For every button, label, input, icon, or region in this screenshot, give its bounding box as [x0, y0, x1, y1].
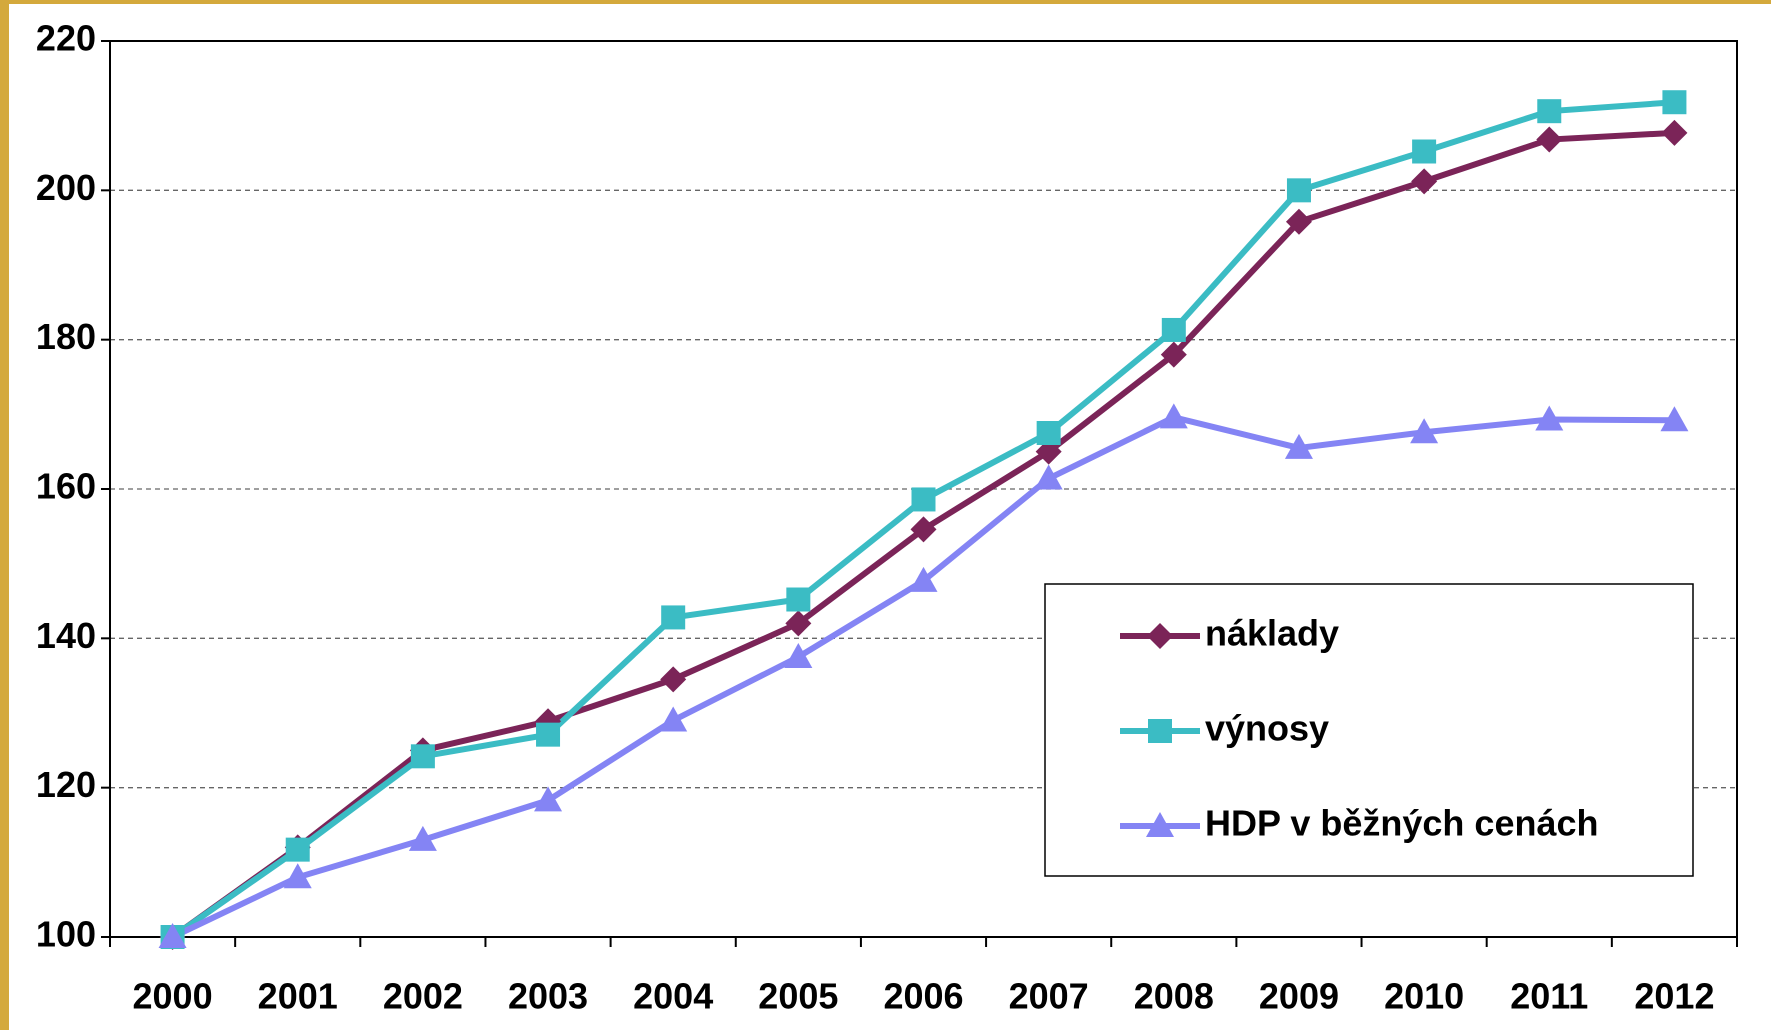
data-point — [1412, 139, 1437, 164]
data-point — [910, 516, 937, 543]
x-tick-label: 2002 — [383, 976, 463, 1017]
legend-marker — [1147, 623, 1173, 649]
data-point — [283, 863, 312, 889]
x-tick-label: 2010 — [1384, 976, 1464, 1017]
x-tick-label: 2012 — [1634, 976, 1714, 1017]
data-point — [1034, 464, 1063, 490]
x-tick-label: 2004 — [633, 976, 713, 1017]
y-tick-label: 220 — [36, 18, 96, 59]
data-point — [1411, 168, 1438, 195]
data-point — [1286, 178, 1311, 203]
data-point — [659, 706, 688, 732]
data-point — [410, 744, 435, 769]
x-tick-label: 2009 — [1259, 976, 1339, 1017]
data-point — [1035, 438, 1062, 465]
frame-top — [0, 0, 1771, 4]
data-point — [1660, 406, 1689, 432]
data-point — [408, 825, 437, 851]
data-point — [158, 923, 187, 948]
data-point — [784, 643, 813, 668]
frame-left — [0, 0, 9, 1030]
data-point — [536, 722, 561, 747]
data-point — [1160, 341, 1187, 368]
y-tick-label: 180 — [36, 316, 96, 357]
data-point — [911, 487, 936, 512]
x-tick-label: 2006 — [883, 976, 963, 1017]
x-tick-label: 2003 — [508, 976, 588, 1017]
data-point — [1661, 119, 1688, 146]
x-tick-label: 2005 — [758, 976, 838, 1017]
data-point — [661, 605, 686, 630]
legend-label: HDP v běžných cenách — [1205, 803, 1599, 844]
data-point — [660, 666, 687, 693]
y-tick-label: 140 — [36, 615, 96, 656]
data-point — [786, 587, 811, 612]
data-point — [785, 610, 812, 637]
y-tick-label: 160 — [36, 466, 96, 507]
data-point — [1036, 421, 1061, 445]
data-point — [1662, 90, 1687, 115]
data-point — [1537, 99, 1562, 124]
y-tick-label: 200 — [36, 167, 96, 208]
legend-marker — [1148, 719, 1172, 743]
x-tick-label: 2001 — [258, 976, 338, 1017]
data-point — [1535, 405, 1564, 431]
data-point — [909, 566, 938, 592]
x-tick-label: 2000 — [133, 976, 213, 1017]
plot-frame — [109, 40, 1738, 938]
y-tick-label: 120 — [36, 764, 96, 805]
data-point — [285, 837, 310, 862]
legend-label: náklady — [1205, 613, 1339, 654]
x-tick-label: 2007 — [1009, 976, 1089, 1017]
data-point — [1161, 317, 1186, 342]
x-tick-label: 2011 — [1510, 976, 1588, 1017]
data-point — [1284, 433, 1313, 459]
y-tick-label: 100 — [36, 914, 96, 955]
x-tick-label: 2008 — [1134, 976, 1214, 1017]
data-point — [1410, 418, 1439, 444]
data-point — [1536, 126, 1563, 153]
legend-marker — [1146, 812, 1174, 837]
data-point — [534, 786, 563, 812]
legend-label: výnosy — [1205, 708, 1329, 749]
data-point — [1159, 403, 1188, 429]
data-point — [1285, 208, 1312, 235]
